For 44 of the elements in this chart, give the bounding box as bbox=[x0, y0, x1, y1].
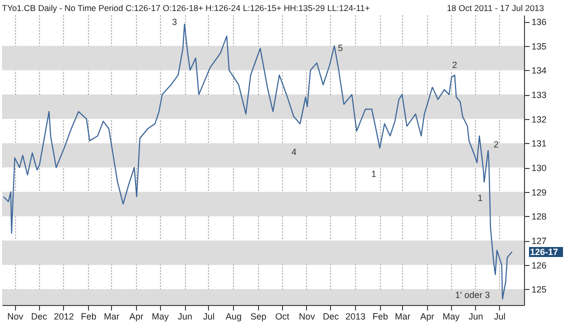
annotation: 4 bbox=[292, 146, 297, 157]
x-tick-label: Nov bbox=[298, 312, 316, 322]
y-tick-label: 128 bbox=[532, 212, 547, 222]
y-tick-label: 126 bbox=[532, 260, 547, 270]
x-tick-label: Feb bbox=[372, 312, 388, 322]
x-tick-label: Jun bbox=[468, 312, 484, 322]
chart-subtitle: 18 Oct 2011 - 17 Jul 2013 bbox=[446, 3, 544, 13]
y-tick-label: 136 bbox=[532, 17, 547, 28]
y-tick-label: 125 bbox=[532, 284, 547, 295]
x-tick-label: Oct bbox=[275, 312, 290, 322]
annotation: 3 bbox=[172, 17, 178, 27]
annotation: 126-17 bbox=[530, 246, 558, 257]
x-tick-label: Jul bbox=[203, 312, 215, 322]
y-tick-label: 135 bbox=[532, 41, 547, 52]
x-tick-label: Mar bbox=[394, 312, 410, 322]
x-tick-label: Apr bbox=[129, 312, 144, 322]
annotation: 1 bbox=[478, 193, 483, 204]
x-tick-label: Nov bbox=[7, 312, 24, 322]
x-tick-label: Mar bbox=[104, 312, 120, 322]
annotation: 1 bbox=[371, 169, 376, 180]
x-tick-label: Sep bbox=[250, 312, 266, 322]
x-tick-label: Jul bbox=[494, 312, 506, 322]
x-tick-label: 2012 bbox=[54, 312, 74, 322]
annotation: 2 bbox=[452, 60, 458, 70]
y-tick-label: 133 bbox=[532, 90, 547, 100]
y-tick-label: 129 bbox=[532, 187, 547, 198]
y-tick-label: 134 bbox=[532, 66, 547, 76]
x-tick-label: Jun bbox=[178, 312, 192, 322]
annotation: 2 bbox=[494, 140, 499, 150]
x-tick-label: Feb bbox=[80, 312, 96, 322]
y-tick-label: 127 bbox=[532, 236, 547, 246]
x-tick-label: May bbox=[442, 312, 460, 322]
y-tick-label: 132 bbox=[532, 114, 547, 124]
y-tick-label: 130 bbox=[532, 163, 547, 174]
y-tick-label: 131 bbox=[532, 138, 547, 149]
chart-title: TYo1.CB Daily - No Time Period C:126-17 O:126-18+ H:126-24 L:126-15+ HH:135-29 LL:124-11+ bbox=[2, 3, 370, 13]
annotation: 1' oder 3 bbox=[455, 290, 490, 300]
x-tick-label: Dec bbox=[322, 312, 340, 322]
x-tick-label: Aug bbox=[226, 312, 242, 322]
x-tick-label: Apr bbox=[420, 312, 434, 322]
annotation: 5 bbox=[338, 42, 343, 53]
x-tick-label: 2013 bbox=[346, 312, 366, 322]
x-tick-label: May bbox=[152, 312, 170, 322]
x-tick-label: Dec bbox=[31, 312, 48, 322]
